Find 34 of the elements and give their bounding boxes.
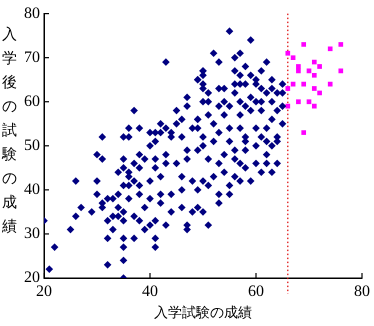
- point: [301, 130, 306, 135]
- point: [296, 68, 301, 74]
- text: 入学後の試験の成績: [2, 25, 17, 235]
- point: [296, 99, 301, 104]
- point: [328, 46, 333, 52]
- point: [285, 104, 290, 108]
- x-tick-label: 40: [142, 282, 158, 300]
- point: [290, 82, 296, 86]
- point: [312, 86, 317, 91]
- point: [312, 104, 317, 108]
- y-tick-label: 50: [24, 137, 40, 154]
- point: [328, 82, 333, 86]
- y-tick-label: 40: [24, 181, 40, 198]
- point: [290, 55, 296, 60]
- point: [301, 42, 306, 47]
- x-tick-label: 60: [248, 282, 264, 300]
- point: [338, 42, 344, 47]
- point: [285, 50, 290, 56]
- point: [317, 90, 322, 96]
- point: [317, 64, 322, 69]
- y-tick-label: 70: [24, 48, 40, 66]
- point: [306, 68, 312, 74]
- y-tick-label: 60: [24, 92, 40, 110]
- point: [285, 86, 290, 91]
- y-tick-label: 80: [24, 4, 40, 22]
- point: [312, 72, 317, 78]
- x-axis-title: 入学試験の成績: [154, 305, 252, 322]
- point: [312, 60, 317, 64]
- x-tick-label: 80: [354, 282, 370, 300]
- point: [301, 82, 306, 86]
- point: [306, 99, 312, 104]
- y-tick-label: 30: [24, 225, 40, 242]
- point: [296, 64, 301, 69]
- point: [338, 68, 344, 74]
